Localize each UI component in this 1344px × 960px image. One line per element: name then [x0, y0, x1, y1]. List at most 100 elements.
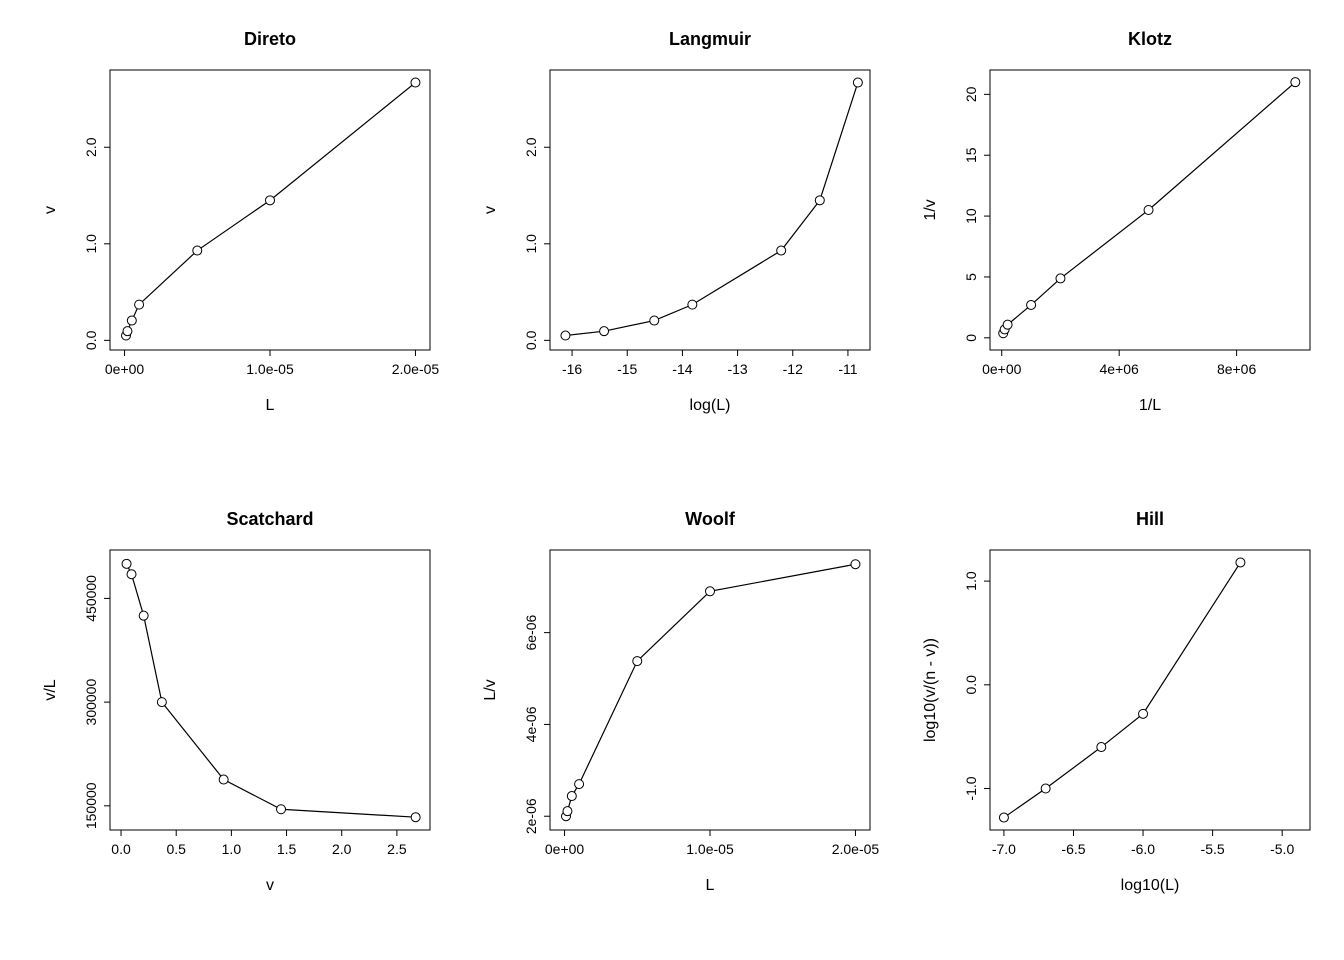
data-marker [1139, 709, 1148, 718]
data-marker [567, 792, 576, 801]
x-tick-label: 4e+06 [1100, 361, 1140, 377]
data-line [127, 564, 416, 817]
plot-box [990, 550, 1310, 830]
data-marker [815, 196, 824, 205]
panel-klotz: Klotz0e+004e+068e+06051015201/L1/v [900, 10, 1330, 470]
x-tick-label: 0.5 [166, 841, 186, 857]
data-line [1004, 562, 1241, 817]
data-marker [563, 807, 572, 816]
x-tick-label: -11 [838, 361, 857, 377]
plot-title: Woolf [685, 509, 736, 529]
x-tick-label: 2.0 [332, 841, 352, 857]
chart-langmuir: Langmuir-16-15-14-13-12-110.01.02.0log(L… [460, 10, 890, 460]
y-tick-label: 1.0 [83, 234, 99, 254]
x-tick-label: 1.5 [277, 841, 297, 857]
x-axis-label: log10(L) [1121, 877, 1180, 894]
panel-grid: Direto 0e+00 1.0e-05 2.0e-05 0.0 1.0 2.0 Lv Lang… [0, 0, 1344, 960]
data-marker [1097, 743, 1106, 752]
data-marker [277, 805, 286, 814]
plot-title: Langmuir [669, 29, 751, 49]
y-tick-label: 0.0 [963, 675, 979, 695]
data-marker [127, 316, 136, 325]
plot-title: Direto [244, 29, 296, 49]
chart-woolf: Woolf0e+001.0e-052.0e-052e-064e-066e-06L… [460, 490, 890, 940]
y-axis-label: v [482, 206, 499, 214]
plot-title: Hill [1136, 509, 1164, 529]
y-tick-label: 10 [963, 208, 979, 224]
chart-hill: Hill-7.0-6.5-6.0-5.5-5.0-1.00.01.0log10(… [900, 490, 1330, 940]
plot-box [110, 550, 430, 830]
y-tick-label: 2.0 [83, 137, 99, 157]
data-marker [688, 300, 697, 309]
chart-direto: Direto0e+001.0e-052.0e-050.01.02.0Lv [20, 10, 450, 460]
data-marker [853, 78, 862, 87]
data-line [566, 564, 855, 816]
x-axis-label: log(L) [690, 397, 731, 414]
data-marker [135, 300, 144, 309]
x-tick-label: 0e+00 [545, 841, 585, 857]
data-marker [600, 327, 609, 336]
y-tick-label: 1.0 [963, 571, 979, 591]
y-axis-label: L/v [482, 679, 499, 700]
x-axis-label: v [266, 877, 274, 894]
y-tick-label: 300000 [83, 679, 99, 726]
plot-title: Klotz [1128, 29, 1172, 49]
data-line [126, 83, 415, 336]
data-marker [122, 559, 131, 568]
plot-box [550, 70, 870, 350]
panel-scatchard: Scatchard 0.0 0.5 1.0 1.5 2.0 2.5 150000 300000 4… [20, 490, 450, 950]
data-marker [193, 246, 202, 255]
x-tick-label: 2.0e-05 [832, 841, 880, 857]
data-marker [219, 775, 228, 784]
x-tick-label: 0e+00 [982, 361, 1022, 377]
y-tick-label: 15 [963, 147, 979, 163]
x-tick-label: -12 [783, 361, 803, 377]
x-tick-label: -5.0 [1270, 841, 1294, 857]
x-axis-label: 1/L [1139, 397, 1161, 414]
data-marker [1027, 300, 1036, 309]
data-marker [633, 657, 642, 666]
x-tick-label: 2.5 [387, 841, 407, 857]
chart-klotz: Klotz0e+004e+068e+06051015201/L1/v [900, 10, 1330, 460]
data-marker [1003, 320, 1012, 329]
data-marker [127, 570, 136, 579]
data-marker [1056, 274, 1065, 283]
data-marker [266, 196, 275, 205]
data-marker [123, 327, 132, 336]
data-line [565, 83, 857, 336]
data-marker [1236, 558, 1245, 567]
y-tick-label: 150000 [83, 782, 99, 829]
x-tick-label: -5.5 [1201, 841, 1225, 857]
x-tick-label: -6.0 [1131, 841, 1155, 857]
plot-title: Scatchard [226, 509, 313, 529]
x-tick-label: 0.0 [111, 841, 131, 857]
x-tick-label: 1.0 [222, 841, 242, 857]
data-marker [411, 813, 420, 822]
chart-scatchard: Scatchard 0.0 0.5 1.0 1.5 2.0 2.5 150000 300000 4… [20, 490, 450, 940]
data-marker [650, 316, 659, 325]
y-axis-label: 1/v [922, 199, 939, 220]
data-marker [575, 780, 584, 789]
y-axis-label: log10(v/(n - v)) [922, 638, 939, 742]
x-axis-label: L [706, 877, 715, 894]
panel-direto: Direto0e+001.0e-052.0e-050.01.02.0Lv [20, 10, 450, 470]
y-tick-label: 4e-06 [523, 706, 539, 742]
data-marker [1041, 784, 1050, 793]
y-axis-label: v [42, 206, 59, 214]
x-tick-label: 1.0e-05 [686, 841, 734, 857]
y-tick-label: -1.0 [963, 776, 979, 800]
x-tick-label: -6.5 [1061, 841, 1085, 857]
data-marker [411, 78, 420, 87]
x-tick-label: -16 [562, 361, 582, 377]
y-tick-label: 5 [963, 273, 979, 281]
panel-woolf: Woolf0e+001.0e-052.0e-052e-064e-066e-06L… [460, 490, 890, 950]
data-marker [139, 611, 148, 620]
y-tick-label: 0.0 [523, 330, 539, 350]
panel-langmuir: Langmuir-16-15-14-13-12-110.01.02.0log(L… [460, 10, 890, 470]
data-marker [157, 698, 166, 707]
data-marker [851, 560, 860, 569]
data-marker [1144, 206, 1153, 215]
y-tick-label: 450000 [83, 575, 99, 622]
data-marker [777, 246, 786, 255]
data-marker [561, 331, 570, 340]
